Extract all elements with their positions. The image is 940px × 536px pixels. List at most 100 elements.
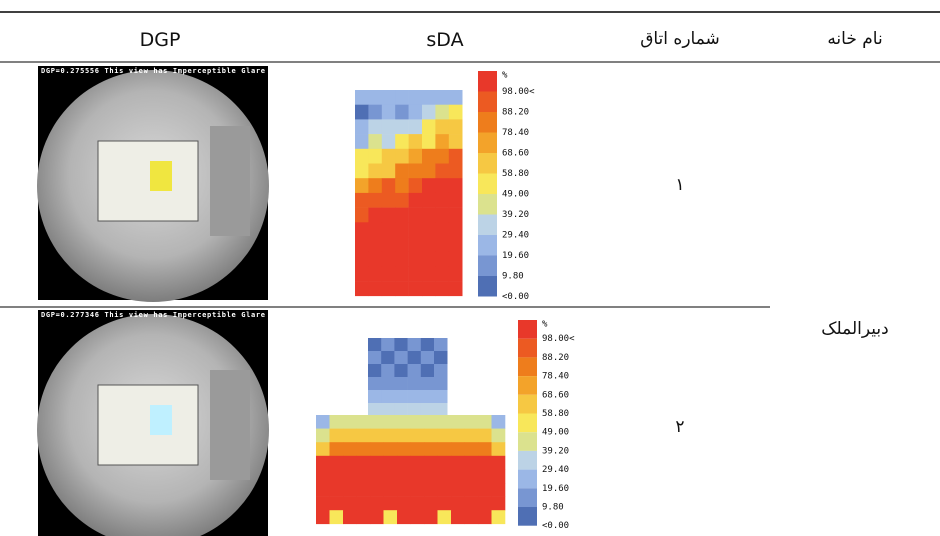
heatmap-cell (356, 442, 371, 457)
legend-swatch (478, 173, 497, 194)
legend-swatch (518, 394, 537, 414)
heatmap-cell (356, 415, 371, 429)
heatmap-cell (464, 483, 479, 497)
heatmap-cell (435, 251, 450, 267)
heatmap-cell (420, 338, 435, 352)
heatmap-cell (356, 496, 371, 511)
heatmap-cell (316, 455, 330, 470)
heatmap-cell (448, 207, 463, 223)
heatmap-cell (368, 266, 383, 282)
legend-label: 98.00< (542, 334, 575, 344)
heatmap-cell (397, 428, 411, 443)
heatmap-cell (381, 178, 396, 194)
heatmap-cell (408, 148, 423, 164)
legend-label: 49.00 (542, 428, 569, 438)
heatmap-cell (356, 469, 371, 484)
heatmap-cell (448, 163, 463, 179)
heatmap-cell (435, 222, 450, 238)
heatmap-cell (424, 496, 438, 511)
heatmap-cell (448, 251, 463, 267)
heatmap-cell (424, 415, 438, 429)
heatmap-cell (408, 178, 423, 194)
heatmap-cell (435, 178, 450, 194)
heatmap-cell (368, 251, 383, 267)
heatmap-cell (437, 496, 452, 511)
heatmap-cell (329, 496, 344, 511)
heatmap-cell (478, 510, 492, 525)
heatmap-cell (329, 428, 344, 443)
heatmap-cell (448, 237, 463, 252)
heatmap-cell (381, 351, 395, 365)
window (97, 384, 199, 466)
header-cell: نام خانه (827, 29, 882, 49)
heatmap-cell (343, 415, 357, 429)
legend-label: 78.40 (502, 128, 529, 138)
legend-label: 88.20 (502, 108, 529, 118)
heatmap-cell (368, 207, 383, 223)
heatmap-cell (394, 351, 408, 365)
heatmap-cell (422, 90, 436, 105)
heatmap-cell (408, 90, 423, 105)
heatmap-cell (329, 483, 344, 497)
heatmap-cell (437, 455, 452, 470)
legend-swatch (518, 320, 537, 339)
heatmap-cell (370, 442, 384, 457)
heatmap-cell (395, 251, 409, 267)
heatmap-cell (435, 134, 450, 150)
heatmap-cell (381, 403, 395, 417)
heatmap-cell (370, 415, 384, 429)
heatmap-cell (408, 237, 423, 252)
heatmap-cell (435, 266, 450, 282)
heatmap-cell (435, 104, 450, 120)
heatmap-cell (381, 251, 396, 267)
render-caption: DGP=0.277346 This view has Imperceptible… (41, 311, 265, 319)
heatmap-cell (451, 510, 465, 525)
heatmap-cell (355, 104, 369, 120)
heatmap-cell (397, 496, 411, 511)
heatmap-cell (448, 104, 463, 120)
heatmap-cell (422, 104, 436, 120)
heatmap-cell (370, 469, 384, 484)
heatmap-cell (368, 351, 382, 365)
heatmap-cell (448, 192, 463, 208)
heatmap-cell (394, 377, 408, 391)
legend-swatch (518, 376, 537, 395)
heatmap-cell (370, 496, 384, 511)
heatmap-cell (343, 455, 357, 470)
heatmap-cell (370, 455, 384, 470)
legend-label: 78.40 (542, 372, 569, 382)
heatmap-cell (407, 338, 422, 352)
heatmap-cell (355, 207, 369, 223)
heatmap-cell (355, 266, 369, 282)
heatmap-cell (407, 403, 422, 417)
heatmap-cell (343, 469, 357, 484)
header-cell: DGP (140, 29, 181, 51)
heatmap-cell (435, 119, 450, 135)
heatmap-cell (355, 178, 369, 194)
legend-label: 49.00 (502, 190, 529, 200)
heatmap-cell (424, 455, 438, 470)
legend-swatch (478, 132, 497, 153)
heatmap-cell (383, 510, 398, 525)
heatmap-cell (434, 364, 448, 378)
legend-swatch (478, 91, 497, 112)
wall (210, 126, 250, 236)
header-cell: sDA (426, 29, 463, 51)
heatmap-cell (394, 364, 408, 378)
heatmap-cell (316, 483, 330, 497)
heatmap-cell (355, 192, 369, 208)
heatmap-cell (448, 222, 463, 238)
legend-swatch (478, 235, 497, 256)
heatmap-cell (329, 415, 344, 429)
heatmap-cell (448, 281, 463, 297)
heatmap-cell (464, 469, 479, 484)
heatmap-cell (434, 377, 448, 391)
heatmap-cell (370, 510, 384, 525)
heatmap-cell (408, 163, 423, 179)
legend-label: % (502, 71, 508, 81)
heatmap-cell (381, 390, 395, 404)
legend-label: 88.20 (542, 353, 569, 363)
heatmap-cell (424, 510, 438, 525)
heatmap-cell (368, 390, 382, 404)
legend-label: 9.80 (542, 503, 564, 513)
